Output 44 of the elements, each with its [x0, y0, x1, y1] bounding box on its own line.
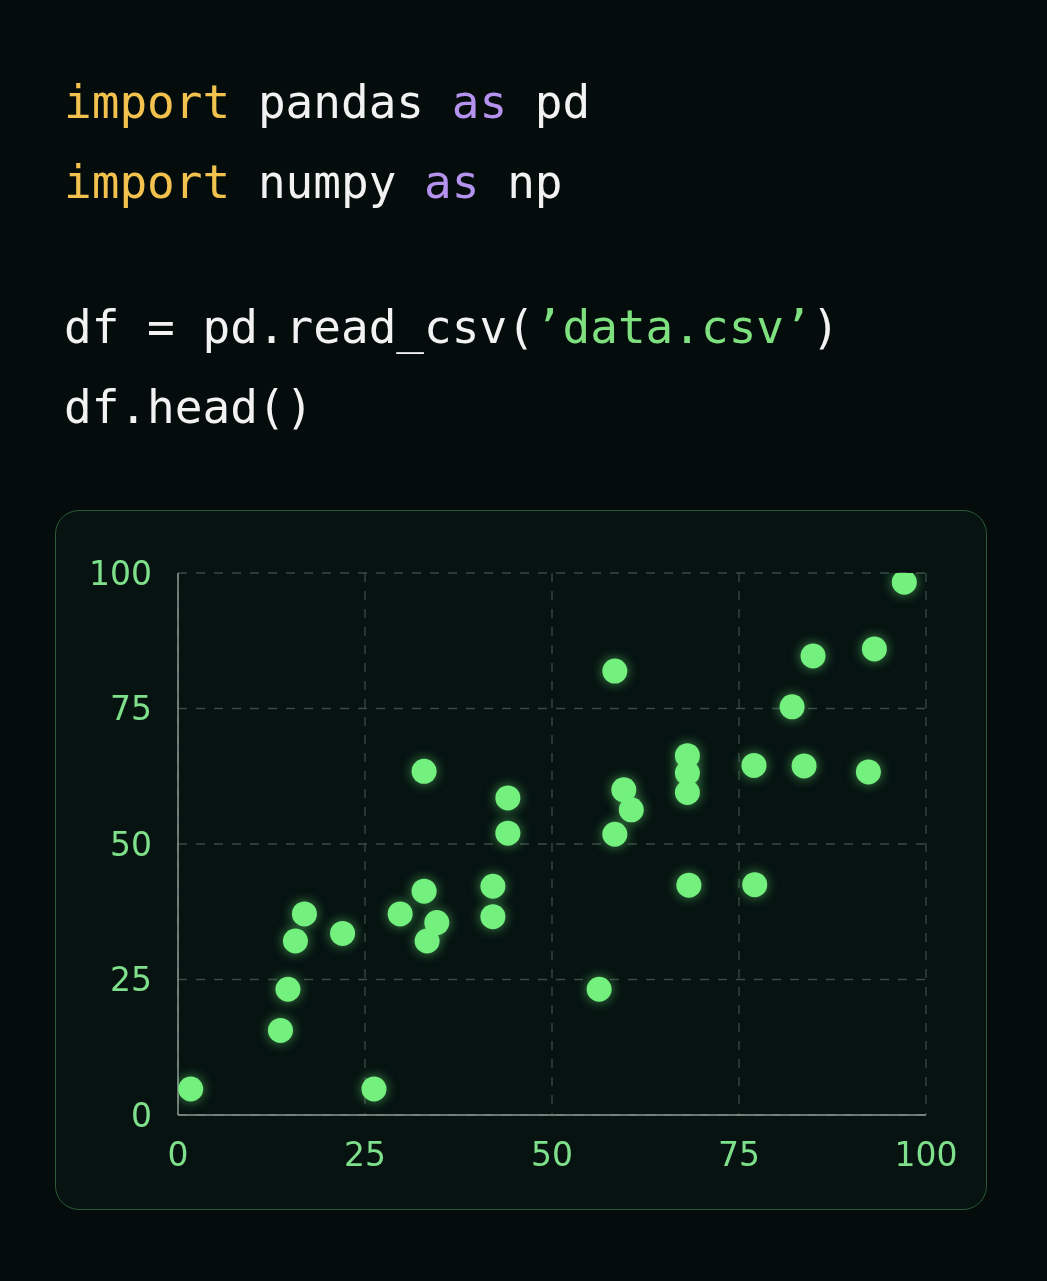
point [674, 780, 700, 806]
point [779, 694, 805, 720]
point [495, 785, 521, 811]
point [800, 643, 826, 669]
point [178, 1076, 204, 1102]
point [611, 777, 637, 803]
point [602, 821, 628, 847]
point [267, 1017, 293, 1043]
point [741, 752, 767, 778]
point [414, 928, 440, 954]
text: import numpy as np [64, 155, 563, 209]
point [480, 904, 506, 930]
y-tick-label: 75 [110, 689, 152, 729]
point [411, 878, 437, 904]
point [495, 820, 521, 846]
point [275, 976, 301, 1002]
x-tick-label: 50 [531, 1135, 573, 1175]
y-tick-label: 50 [110, 824, 152, 864]
y-tick-label: 0 [131, 1095, 152, 1135]
point [424, 910, 450, 936]
x-tick-label: 100 [894, 1135, 958, 1175]
x-tick-label: 75 [718, 1135, 760, 1175]
point [411, 758, 437, 784]
point [361, 1076, 387, 1102]
text: df = pd.read_csv(’data.csv’) [64, 300, 840, 354]
point [618, 797, 644, 823]
y-tick-label: 25 [110, 960, 152, 1000]
point [480, 873, 506, 899]
point [676, 872, 702, 898]
point [330, 920, 356, 946]
x-tick-label: 0 [167, 1135, 189, 1175]
point [861, 636, 887, 662]
point [791, 753, 817, 779]
text: df.head() [64, 380, 314, 434]
point [291, 901, 317, 927]
point [387, 901, 413, 927]
y-tick-label: 100 [89, 553, 152, 593]
point [586, 976, 612, 1002]
text: import pandas as pd [64, 75, 591, 129]
x-tick-label: 25 [344, 1135, 386, 1175]
point [855, 759, 881, 785]
point [602, 658, 628, 684]
point [282, 928, 308, 954]
point [742, 872, 768, 898]
